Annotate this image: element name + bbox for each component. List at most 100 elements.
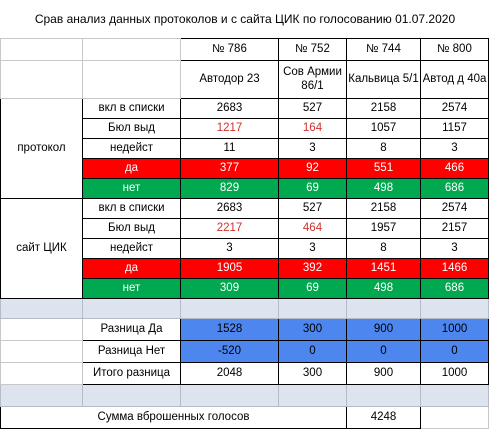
value-cell: 1451 (346, 258, 421, 279)
value-cell: 1000 (420, 318, 489, 341)
spacer-cell (278, 384, 347, 407)
value-cell: 300 (278, 318, 347, 341)
value-cell: 8 (346, 138, 421, 159)
row-label: Бюл выд (82, 218, 181, 239)
value-cell: 2574 (420, 198, 489, 219)
diff-row-yes: Разница Да 1528 300 900 1000 (0, 318, 489, 341)
spacer-cell (420, 298, 489, 319)
spacer-cell (420, 384, 489, 407)
group-label-protocol: протокол (0, 98, 83, 199)
value-cell: 686 (420, 178, 489, 199)
row-label: да (82, 258, 181, 279)
row-label: Итого разница (82, 362, 181, 385)
station-number: № 744 (346, 38, 421, 61)
value-cell: 686 (420, 278, 489, 299)
value-cell: 900 (346, 318, 421, 341)
value-cell: 0 (346, 340, 421, 363)
header-row-names: Автодор 23 Сов Армии 86/1 Кальвица 5/1 А… (0, 60, 489, 99)
row-label: нет (82, 278, 181, 299)
row-label: недейст (82, 138, 181, 159)
station-name: Автодор 23 (180, 60, 279, 99)
value-cell: 3 (420, 138, 489, 159)
row-label: нет (82, 178, 181, 199)
value-cell: 164 (278, 118, 347, 139)
value-cell: 2217 (180, 218, 279, 239)
spacer-cell (82, 384, 181, 407)
summary-value: 4248 (346, 406, 421, 429)
cik-row-registered: сайт ЦИК вкл в списки 2683 527 2158 2574 (0, 198, 489, 299)
station-name: Сов Армии 86/1 (278, 60, 347, 99)
value-cell: 2683 (180, 98, 279, 119)
row-label: Разница Да (82, 318, 181, 341)
summary-label: Сумма вброшенных голосов (0, 406, 347, 429)
value-cell: 0 (420, 340, 489, 363)
value-cell: 527 (278, 98, 347, 119)
station-name: Автод д 40а (420, 60, 489, 99)
blank-cell (0, 318, 83, 341)
row-label: недейст (82, 238, 181, 259)
spacer-cell (82, 298, 181, 319)
station-number: № 752 (278, 38, 347, 61)
value-cell: 69 (278, 278, 347, 299)
group-label-cik: сайт ЦИК (0, 198, 83, 299)
value-cell: 498 (346, 178, 421, 199)
spacer-cell (278, 298, 347, 319)
value-cell: 498 (346, 278, 421, 299)
value-cell: 3 (278, 238, 347, 259)
row-label: Разница Нет (82, 340, 181, 363)
value-cell: 1905 (180, 258, 279, 279)
header-blank-cell (0, 60, 83, 99)
spacer-cell (0, 298, 83, 319)
value-cell: 92 (278, 158, 347, 179)
value-cell: 377 (180, 158, 279, 179)
value-cell: 551 (346, 158, 421, 179)
value-cell: 69 (278, 178, 347, 199)
station-name: Кальвица 5/1 (346, 60, 421, 99)
page-title: Срав анализ данных протоколов и с сайта … (34, 12, 456, 26)
value-cell: 1157 (420, 118, 489, 139)
blank-cell (0, 340, 83, 363)
value-cell: 527 (278, 198, 347, 219)
value-cell: 464 (278, 218, 347, 239)
value-cell: 2048 (180, 362, 279, 385)
protocol-row-yes: да 377 92 551 466 (1, 158, 489, 179)
value-cell: 309 (180, 278, 279, 299)
value-cell: 1217 (180, 118, 279, 139)
value-cell: 829 (180, 178, 279, 199)
spacer-row (0, 384, 489, 407)
value-cell: 466 (420, 158, 489, 179)
value-cell: 3 (278, 138, 347, 159)
value-cell: 1000 (420, 362, 489, 385)
station-number: № 800 (420, 38, 489, 61)
spacer-cell (0, 384, 83, 407)
value-cell: 392 (278, 258, 347, 279)
value-cell: 8 (346, 238, 421, 259)
value-cell: -520 (180, 340, 279, 363)
value-cell: 1528 (180, 318, 279, 341)
value-cell: 3 (180, 238, 279, 259)
value-cell: 2158 (346, 198, 421, 219)
spacer-row (0, 298, 489, 319)
value-cell: 2683 (180, 198, 279, 219)
spacer-cell (346, 384, 421, 407)
header-blank-cell (82, 38, 181, 61)
row-label: да (82, 158, 181, 179)
spacer-cell (180, 298, 279, 319)
header-row-numbers: № 786 № 752 № 744 № 800 (0, 38, 489, 61)
row-label: Бюл выд (82, 118, 181, 139)
value-cell: 2158 (346, 98, 421, 119)
value-cell: 1957 (346, 218, 421, 239)
row-label: вкл в списки (82, 198, 181, 219)
protocol-row-no: нет 829 69 498 686 (1, 178, 489, 199)
value-cell: 1057 (346, 118, 421, 139)
value-cell: 0 (278, 340, 347, 363)
value-cell: 300 (278, 362, 347, 385)
station-number: № 786 (180, 38, 279, 61)
value-cell: 2574 (420, 98, 489, 119)
comparison-table: № 786 № 752 № 744 № 800 Автодор 23 Сов А… (0, 38, 489, 429)
summary-row: Сумма вброшенных голосов 4248 (0, 406, 489, 429)
value-cell: 1466 (420, 258, 489, 279)
protocol-row-registered: протокол вкл в списки 2683 527 2158 2574 (0, 98, 489, 199)
value-cell: 11 (180, 138, 279, 159)
